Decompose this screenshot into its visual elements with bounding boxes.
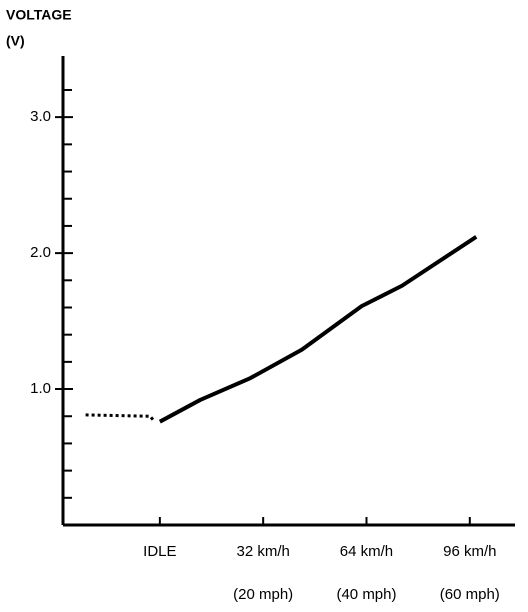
x-tick-sublabel: (20 mph) bbox=[233, 586, 293, 603]
x-tick-sublabel: (40 mph) bbox=[336, 586, 396, 603]
line-series bbox=[85, 413, 155, 422]
x-tick-label: IDLE bbox=[143, 543, 176, 560]
x-tick-label: 32 km/h bbox=[236, 543, 289, 560]
x-tick-label: 64 km/h bbox=[340, 543, 393, 560]
x-tick-sublabel: (60 mph) bbox=[440, 586, 500, 603]
line-series bbox=[158, 235, 478, 424]
x-tick-label: 96 km/h bbox=[443, 543, 496, 560]
y-tick-label: 3.0 bbox=[30, 108, 51, 125]
y-axis-label: VOLTAGE bbox=[6, 7, 72, 23]
y-axis-label: (V) bbox=[6, 33, 25, 49]
y-tick-label: 2.0 bbox=[30, 244, 51, 261]
y-tick-label: 1.0 bbox=[30, 380, 51, 397]
